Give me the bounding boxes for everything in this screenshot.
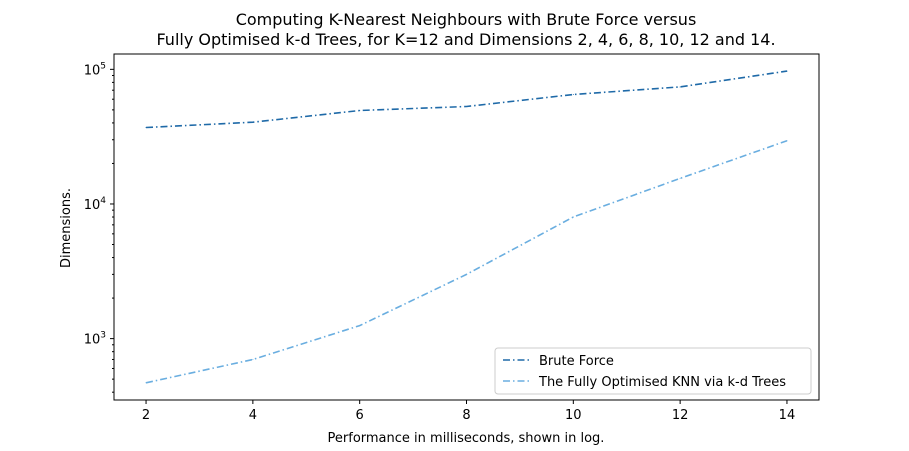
x-tick-label: 2 — [142, 408, 150, 423]
data-point — [786, 140, 788, 142]
legend-box — [494, 347, 812, 395]
data-point — [572, 94, 574, 96]
data-point — [145, 126, 147, 128]
series-line-1 — [145, 139, 788, 384]
data-point — [572, 216, 574, 218]
legend: Brute Force The Fully Optimised KNN via … — [494, 347, 812, 395]
data-point — [252, 121, 254, 123]
x-axis-label: Performance in milliseconds, shown in lo… — [328, 431, 605, 446]
x-tick-label: 14 — [779, 408, 796, 423]
data-point — [359, 325, 361, 327]
x-tick-label: 4 — [249, 408, 257, 423]
data-point — [252, 358, 254, 360]
plot-area — [145, 70, 788, 384]
data-point — [679, 177, 681, 179]
chart-title: Computing K-Nearest Neighbours with Brut… — [236, 10, 697, 29]
data-point — [359, 109, 361, 111]
y-tick-label: 105 — [84, 61, 106, 78]
x-axis: 2 4 6 8 10 12 14 — [142, 400, 795, 423]
y-tick-label: 103 — [84, 331, 106, 348]
data-point — [786, 70, 788, 72]
x-tick-label: 6 — [356, 408, 364, 423]
data-point — [679, 86, 681, 88]
y-axis: 103 104 105 — [84, 61, 114, 393]
series-line-0 — [145, 70, 788, 129]
y-tick-label: 104 — [84, 196, 107, 213]
x-tick-label: 8 — [462, 408, 470, 423]
chart-subtitle: Fully Optimised k-d Trees, for K=12 and … — [156, 30, 775, 49]
y-axis-label: Dimensions. — [59, 188, 74, 268]
data-point — [466, 105, 467, 107]
x-tick-label: 12 — [672, 408, 689, 423]
data-point — [145, 382, 147, 384]
data-point — [466, 273, 467, 275]
x-tick-label: 10 — [565, 408, 582, 423]
legend-label-brute-force: Brute Force — [539, 354, 614, 369]
legend-label-kd-trees: The Fully Optimised KNN via k-d Trees — [538, 375, 786, 390]
